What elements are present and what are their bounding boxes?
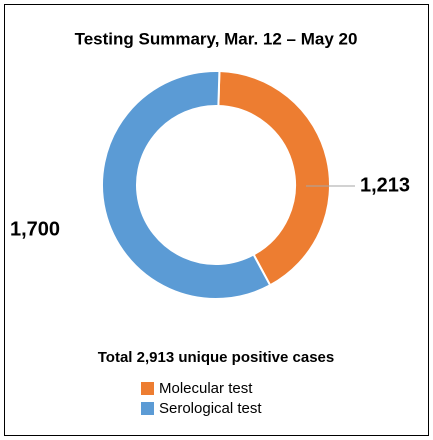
legend-label: Serological test [159, 400, 262, 417]
data-label: 1,213 [360, 174, 410, 196]
donut-slice [101, 70, 272, 300]
legend-swatch [141, 402, 154, 415]
chart-frame [4, 4, 429, 436]
chart-title: Testing Summary, Mar. 12 – May 20 [75, 29, 358, 48]
donut-slice [217, 70, 331, 287]
chart-subtitle: Total 2,913 unique positive cases [98, 349, 334, 366]
legend-label: Molecular test [159, 380, 253, 397]
data-label: 1,700 [10, 218, 60, 240]
legend-swatch [141, 382, 154, 395]
